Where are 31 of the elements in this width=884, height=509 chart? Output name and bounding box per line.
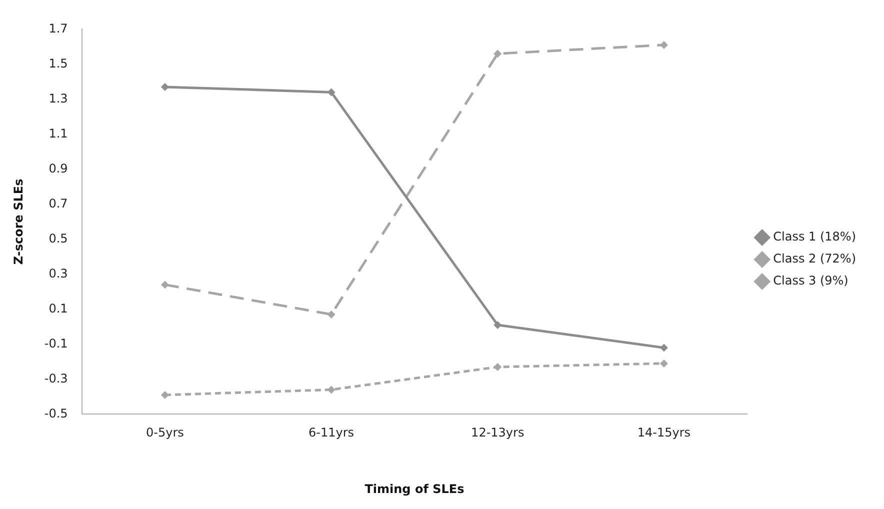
point: [327, 88, 336, 96]
point: [160, 280, 169, 289]
point: [494, 320, 502, 329]
y-tick-label: 0.5: [48, 231, 68, 246]
legend-label: Class 3 (9%): [773, 274, 848, 288]
point: [327, 310, 336, 318]
point: [660, 359, 668, 368]
y-tick-label: -0.5: [44, 406, 68, 420]
x-tick-label: 14-15yrs: [637, 426, 691, 440]
point: [494, 362, 502, 371]
y-tick-label: 0.9: [48, 161, 68, 176]
y-tick-label: 0.1: [48, 301, 68, 316]
x-tick-label: 6-11yrs: [308, 426, 354, 440]
y-axis-title: Z-score SLEs: [11, 178, 26, 265]
y-tick-label: 0.7: [48, 196, 68, 210]
y-tick-label: 1.7: [48, 21, 68, 36]
point: [660, 344, 668, 352]
point: [160, 390, 169, 399]
y-tick-label: 1.5: [48, 56, 68, 70]
legend-label: Class 1 (18%): [773, 230, 856, 244]
y-tick-label: -0.1: [44, 336, 68, 350]
x-tick-label: 0-5yrs: [146, 426, 184, 440]
x-tick-label: 12-13yrs: [471, 426, 524, 440]
point: [494, 50, 502, 58]
legend-label: Class 2 (72%): [773, 252, 856, 266]
point: [160, 82, 169, 91]
y-tick-label: 1.1: [48, 126, 68, 140]
x-axis-title: Timing of SLEs: [364, 482, 464, 496]
y-tick-label: 0.3: [48, 266, 68, 280]
y-tick-label: 1.3: [48, 91, 68, 106]
y-tick-label: -0.3: [44, 371, 68, 386]
